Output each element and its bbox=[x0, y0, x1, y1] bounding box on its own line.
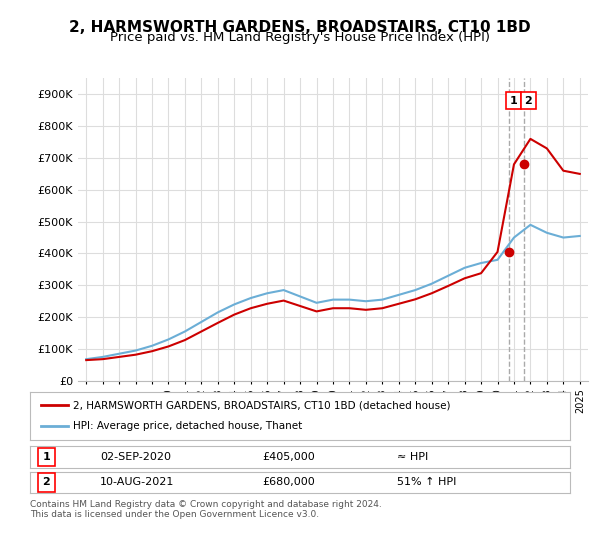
Text: 10-AUG-2021: 10-AUG-2021 bbox=[100, 477, 175, 487]
Text: 2, HARMSWORTH GARDENS, BROADSTAIRS, CT10 1BD: 2, HARMSWORTH GARDENS, BROADSTAIRS, CT10… bbox=[69, 20, 531, 35]
Text: 2: 2 bbox=[43, 477, 50, 487]
Text: HPI: Average price, detached house, Thanet: HPI: Average price, detached house, Than… bbox=[73, 421, 302, 431]
Text: £405,000: £405,000 bbox=[262, 452, 315, 462]
Text: 51% ↑ HPI: 51% ↑ HPI bbox=[397, 477, 457, 487]
Text: ≈ HPI: ≈ HPI bbox=[397, 452, 428, 462]
Text: 2: 2 bbox=[524, 96, 532, 106]
Text: 02-SEP-2020: 02-SEP-2020 bbox=[100, 452, 171, 462]
Text: 2, HARMSWORTH GARDENS, BROADSTAIRS, CT10 1BD (detached house): 2, HARMSWORTH GARDENS, BROADSTAIRS, CT10… bbox=[73, 400, 451, 410]
Text: £680,000: £680,000 bbox=[262, 477, 315, 487]
Text: 1: 1 bbox=[509, 96, 517, 106]
Text: Price paid vs. HM Land Registry's House Price Index (HPI): Price paid vs. HM Land Registry's House … bbox=[110, 31, 490, 44]
Text: 1: 1 bbox=[43, 452, 50, 462]
Text: Contains HM Land Registry data © Crown copyright and database right 2024.
This d: Contains HM Land Registry data © Crown c… bbox=[30, 500, 382, 519]
